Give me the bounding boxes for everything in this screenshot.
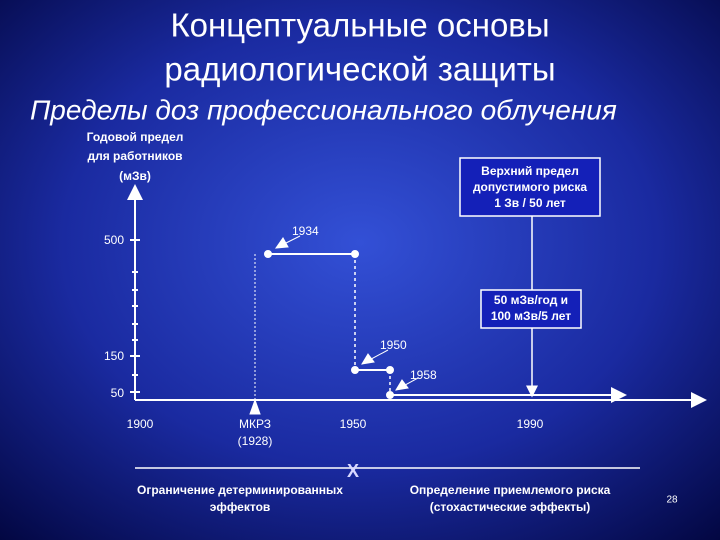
divider-mark: X bbox=[347, 461, 359, 481]
x-label: 1990 bbox=[517, 417, 544, 431]
title: Концептуальные основы bbox=[170, 7, 549, 44]
y-label: 50 bbox=[111, 386, 125, 400]
bottom-text: Ограничение детерминированных bbox=[137, 483, 343, 497]
subtitle: Пределы доз профессионального облучения bbox=[30, 94, 617, 125]
annotation: 1934 bbox=[292, 224, 319, 238]
axis-label: (мЗв) bbox=[119, 169, 151, 183]
bottom-text: Определение приемлемого риска bbox=[410, 483, 611, 497]
box-text: 1 Зв / 50 лет bbox=[494, 196, 566, 210]
box bbox=[480, 289, 582, 329]
box-text: допустимого риска bbox=[473, 180, 587, 194]
axis-label: Годовой предел bbox=[87, 130, 184, 144]
bottom-text: (стохастические эффекты) bbox=[430, 500, 591, 514]
x-label: 1950 bbox=[340, 417, 367, 431]
annotation: 1950 bbox=[380, 338, 407, 352]
y-label: 500 bbox=[104, 233, 124, 247]
bottom-text: эффектов bbox=[210, 500, 271, 514]
x-label: 1900 bbox=[127, 417, 154, 431]
axis-ticks bbox=[130, 239, 140, 393]
limit-steps bbox=[249, 235, 627, 415]
box-text: 50 мЗв/год и bbox=[494, 293, 568, 307]
title: радиологической защиты bbox=[164, 51, 555, 88]
y-label: 150 bbox=[104, 349, 124, 363]
box-text: Верхний предел bbox=[481, 164, 579, 178]
annotation: 1958 bbox=[410, 368, 437, 382]
axis-label: для работников bbox=[87, 149, 182, 163]
box bbox=[459, 157, 601, 217]
x-label: (1928) bbox=[238, 434, 273, 448]
box-text: 100 мЗв/5 лет bbox=[491, 309, 571, 323]
page-number: 28 bbox=[666, 495, 678, 506]
x-label: МКРЗ bbox=[239, 417, 271, 431]
